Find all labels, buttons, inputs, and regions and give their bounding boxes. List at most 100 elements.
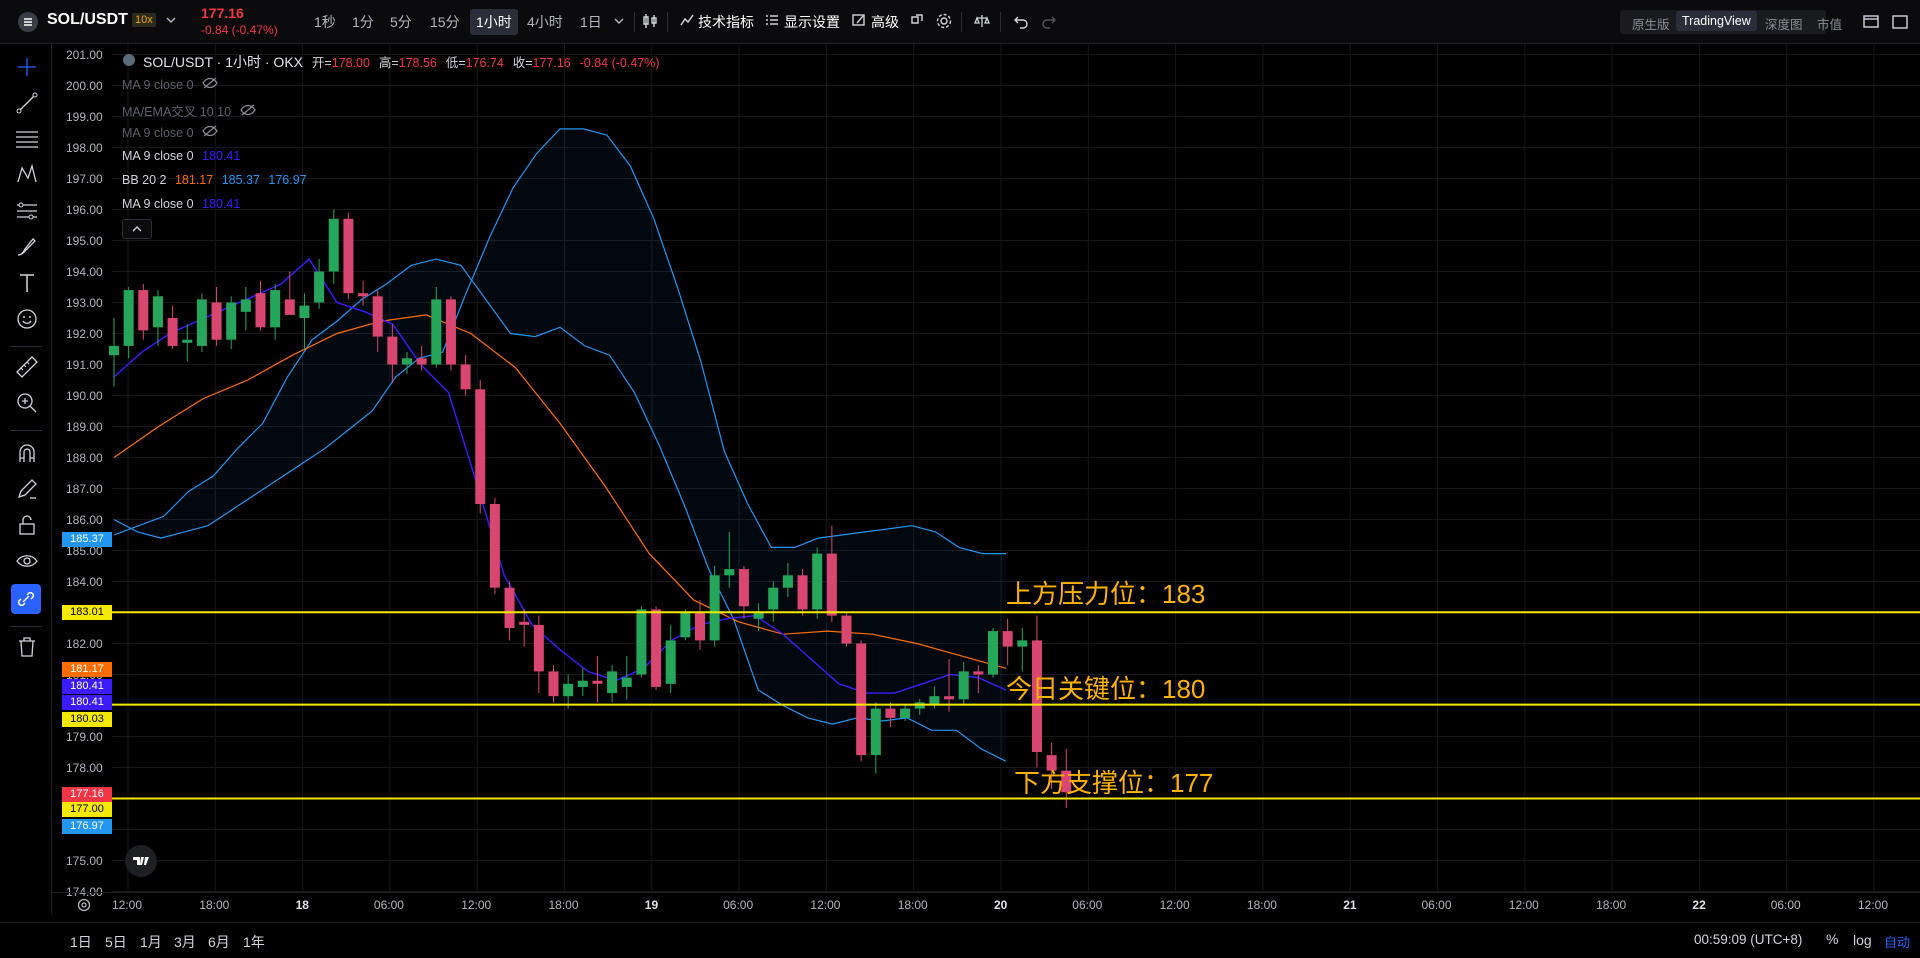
candle: [431, 287, 442, 368]
eye-crossed-icon[interactable]: [202, 125, 218, 140]
emoji-icon[interactable]: [14, 306, 40, 332]
time-axis[interactable]: [52, 892, 1920, 923]
interval-1h[interactable]: 1小时: [470, 9, 518, 35]
indicators-button[interactable]: 技术指标: [698, 14, 754, 30]
trend-line-icon[interactable]: [14, 90, 40, 116]
candle-body: [988, 631, 998, 675]
interval-1m[interactable]: 1分: [352, 14, 374, 30]
candle-body: [460, 364, 471, 390]
link-icon[interactable]: [11, 584, 41, 614]
zoom-in-icon[interactable]: [14, 390, 40, 416]
legend-high: 178.56: [398, 56, 437, 70]
eye-crossed-icon[interactable]: [239, 104, 256, 119]
indicator-value-lower: 176.97: [268, 173, 307, 187]
brush-icon[interactable]: [14, 234, 40, 260]
range-1d[interactable]: 1日: [70, 934, 92, 950]
stay-drawing-icon[interactable]: [14, 476, 40, 502]
lock-icon[interactable]: [14, 512, 40, 538]
interval-1d[interactable]: 1日: [580, 14, 602, 30]
log-toggle[interactable]: log: [1853, 932, 1872, 948]
level-annotation[interactable]: 上方压力位：183: [1006, 579, 1206, 610]
crosshair-icon[interactable]: [14, 54, 40, 80]
text-icon[interactable]: [14, 270, 40, 296]
compare-scale-icon[interactable]: [973, 12, 991, 30]
interval-5m[interactable]: 5分: [390, 14, 412, 30]
view-depth[interactable]: 深度图: [1765, 18, 1803, 32]
price-change: -0.84 (-0.47%): [201, 23, 278, 37]
price-axis-label: 194.00: [66, 264, 103, 279]
candle: [152, 290, 163, 346]
candle: [314, 259, 325, 309]
indicator-legend-ma-hidden-2[interactable]: MA 9 close 0: [122, 125, 223, 140]
symbol-name[interactable]: SOL/USDT: [47, 11, 128, 28]
legend-change: -0.84 (-0.47%): [579, 56, 660, 70]
settings-gear-icon[interactable]: [935, 12, 953, 30]
fullscreen-icon[interactable]: [1891, 13, 1909, 31]
clock[interactable]: 00:59:09 (UTC+8): [1694, 932, 1803, 947]
advanced-icon[interactable]: [851, 12, 867, 28]
screenshot-icon[interactable]: [909, 12, 925, 28]
advanced-button[interactable]: 高级: [871, 14, 899, 30]
range-5d[interactable]: 5日: [105, 934, 127, 950]
candle-body: [402, 358, 412, 365]
chevron-up-icon: [132, 226, 142, 232]
candle-body: [519, 621, 530, 625]
candle-type-icon[interactable]: [641, 12, 659, 30]
indicators-icon[interactable]: [679, 12, 695, 28]
range-1y[interactable]: 1年: [243, 934, 265, 950]
eye-icon[interactable]: [14, 548, 40, 574]
trash-icon[interactable]: [14, 634, 40, 660]
candle-body: [563, 683, 574, 697]
candle: [445, 296, 456, 371]
indicator-legend-ma-2[interactable]: MA 9 close 0 180.41: [122, 197, 245, 211]
layout-icon[interactable]: [1862, 13, 1880, 31]
indicator-legend-bb[interactable]: BB 20 2 181.17 185.37 176.97: [122, 173, 312, 187]
range-6m[interactable]: 6月: [208, 934, 230, 950]
auto-scale-toggle[interactable]: 自动: [1884, 935, 1911, 950]
fib-retracement-icon[interactable]: [14, 126, 40, 152]
undo-icon[interactable]: [1012, 12, 1030, 30]
level-annotation[interactable]: 今日关键位：180: [1006, 673, 1206, 704]
range-1m[interactable]: 1月: [140, 934, 162, 950]
ruler-icon[interactable]: [14, 354, 40, 380]
time-axis-settings-icon[interactable]: [76, 897, 92, 913]
price-axis-label: 182.00: [66, 636, 103, 651]
display-settings-button[interactable]: 显示设置: [784, 14, 840, 30]
candle: [548, 665, 559, 703]
candle: [519, 609, 530, 647]
leverage-badge: 10x: [132, 13, 156, 27]
projection-icon[interactable]: [14, 198, 40, 224]
pattern-icon[interactable]: [14, 162, 40, 188]
level-annotation[interactable]: 下方支撑位：177: [1014, 767, 1214, 798]
indicator-legend-ema-cross[interactable]: MA/EMA交叉 10 10: [122, 101, 261, 120]
view-market-cap[interactable]: 市值: [1817, 18, 1843, 32]
indicator-value-basis: 181.17: [174, 173, 214, 187]
indicator-legend-ma-hidden-1[interactable]: MA 9 close 0: [122, 77, 223, 92]
percent-toggle[interactable]: %: [1826, 931, 1839, 947]
interval-1s[interactable]: 1秒: [314, 14, 336, 30]
indicator-legend-ma-1[interactable]: MA 9 close 0 180.41: [122, 149, 245, 163]
candle-body: [709, 575, 720, 641]
divider: [10, 626, 42, 627]
symbol-dropdown-icon[interactable]: [164, 13, 178, 27]
moving-average-lines: [113, 258, 1007, 694]
tradingview-logo[interactable]: [125, 845, 157, 877]
interval-15m[interactable]: 15分: [430, 14, 460, 30]
redo-icon[interactable]: [1040, 12, 1058, 30]
interval-4h[interactable]: 4小时: [527, 14, 563, 30]
view-native[interactable]: 原生版: [1632, 18, 1670, 32]
eye-crossed-icon[interactable]: [202, 77, 218, 92]
menu-icon[interactable]: [18, 12, 38, 32]
candle-body: [738, 569, 749, 607]
ohlc-legend: SOL/USDT · 1小时 · OKX 开=178.00 高=178.56 低…: [143, 52, 665, 72]
collapse-legend-button[interactable]: [122, 219, 152, 239]
view-tradingview[interactable]: TradingView: [1676, 11, 1757, 31]
price-tag: 181.17: [62, 662, 112, 678]
price-axis-label: 195.00: [66, 233, 103, 248]
range-3m[interactable]: 3月: [174, 934, 196, 950]
candle-body: [973, 671, 984, 675]
display-settings-icon[interactable]: [764, 12, 780, 28]
interval-dropdown-icon[interactable]: [612, 14, 626, 28]
magnet-icon[interactable]: [14, 440, 40, 466]
